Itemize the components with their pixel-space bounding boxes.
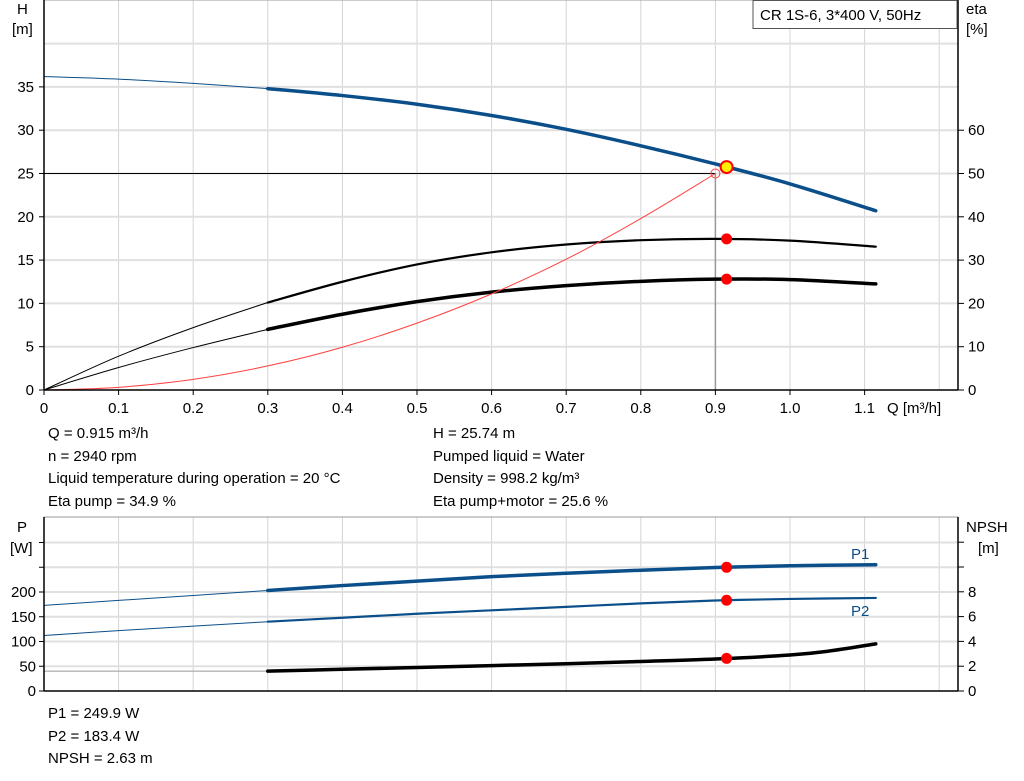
axes: 0 0.1 0.2 0.3 0.4 0.5 0.6 0.7 0.8 0.9 1.0 1.1 0 5 10 15…	[11, 0, 985, 700]
p-tick-label: 100	[11, 634, 36, 651]
q-tick-label: 0.1	[108, 400, 129, 417]
q-tick-label: 0.5	[407, 400, 428, 417]
info-left: Q = 0.915 m³/h n = 2940 rpm Liquid tempe…	[48, 423, 340, 513]
h-tick-label: 5	[26, 339, 34, 356]
info-head: H = 25.74 m	[433, 425, 516, 442]
h-tick-label: 25	[17, 166, 34, 183]
p1-curve-extension	[43, 590, 268, 606]
info-flow: Q = 0.915 m³/h	[48, 425, 149, 442]
npsh-axis-label: NPSH	[966, 519, 1008, 536]
p2-curve-extension	[43, 621, 268, 637]
legend-text: CR 1S-6, 3*400 V, 50Hz	[760, 7, 921, 24]
info-liquid: Pumped liquid = Water	[433, 447, 585, 465]
p1-curve	[266, 563, 878, 593]
npsh-curve	[266, 642, 878, 673]
h-curve	[266, 86, 878, 213]
npsh-tick-label: 4	[968, 633, 976, 650]
system-curve-curve	[43, 173, 716, 391]
q-axis-label: Q [m³/h]	[887, 400, 941, 417]
h-tick-label: 20	[17, 209, 34, 226]
q-tick-label: 0.6	[481, 400, 502, 417]
npsh-tick-label: 2	[968, 658, 976, 675]
h-tick-label: 10	[17, 295, 34, 312]
q-tick-label: 0.3	[257, 400, 278, 417]
h-tick-label: 0	[26, 382, 34, 399]
info-eta-pump-motor: Eta pump+motor = 25.6 %	[433, 492, 609, 510]
eta-tick-label: 30	[968, 252, 985, 269]
eta-pump-marker	[721, 233, 733, 245]
eta-tick-label: 0	[968, 382, 976, 399]
eta-pump-motor-curve-extension	[43, 328, 268, 391]
p1-curve-label: P1	[851, 546, 869, 563]
p2-marker	[721, 594, 733, 606]
p1-marker	[721, 561, 733, 573]
requested-point-marker	[710, 168, 721, 179]
npsh-marker	[721, 652, 733, 664]
eta-tick-label: 20	[968, 295, 985, 312]
h-axis-unit: [m]	[12, 21, 33, 38]
q-tick-label: 0.7	[556, 400, 577, 417]
h-tick-label: 30	[17, 122, 34, 139]
info-density: Density = 998.2 kg/m³	[433, 470, 580, 487]
npsh-tick-label: 8	[968, 584, 976, 601]
p2-curve-label: P2	[851, 603, 869, 620]
info-p1: P1 = 249.9 W	[48, 705, 140, 722]
legend-box: CR 1S-6, 3*400 V, 50Hz	[752, 0, 958, 29]
info-speed: n = 2940 rpm	[48, 447, 137, 465]
eta-pump-curve-extension	[43, 302, 268, 391]
npsh-tick-label: 0	[968, 683, 976, 700]
q-tick-label: 0	[40, 400, 48, 417]
p-axis-label: P	[17, 519, 27, 536]
eta-tick-label: 60	[968, 122, 985, 139]
npsh-tick-label: 6	[968, 609, 976, 626]
p2-curve	[266, 596, 877, 623]
duty-point-marker	[719, 160, 734, 175]
h-tick-label: 35	[17, 79, 34, 96]
q-tick-label: 0.4	[332, 400, 353, 417]
q-tick-label: 1.0	[780, 400, 801, 417]
info-p2: P2 = 183.4 W	[48, 727, 140, 745]
eta-axis-unit: [%]	[966, 21, 988, 38]
p-tick-label: 200	[11, 584, 36, 601]
info-eta-pump: Eta pump = 34.9 %	[48, 492, 176, 510]
info-npsh: NPSH = 2.63 m	[48, 750, 153, 767]
q-tick-label: 1.1	[854, 400, 875, 417]
eta-tick-label: 10	[968, 339, 985, 356]
eta-axis-label: eta	[966, 1, 988, 18]
info-bottom: P1 = 249.9 W P2 = 183.4 W NPSH = 2.63 m	[48, 703, 153, 771]
eta-pump-curve	[266, 237, 877, 304]
h-tick-label: 15	[17, 252, 34, 269]
info-temperature: Liquid temperature during operation = 20…	[48, 470, 341, 487]
npsh-axis-unit: [m]	[978, 540, 999, 557]
p-axis-unit: [W]	[10, 540, 33, 557]
eta-tick-label: 50	[968, 166, 985, 183]
h-axis-label: H	[17, 1, 28, 18]
q-tick-label: 0.8	[630, 400, 651, 417]
q-tick-label: 0.9	[705, 400, 726, 417]
curves	[43, 76, 878, 673]
p-tick-label: 0	[28, 683, 36, 700]
eta-tick-label: 40	[968, 209, 985, 226]
eta-pump-motor-curve	[266, 277, 878, 332]
eta-pump-motor-marker	[721, 273, 733, 285]
p-tick-label: 150	[11, 609, 36, 626]
q-tick-label: 0.2	[183, 400, 204, 417]
info-right: H = 25.74 m Pumped liquid = Water Densit…	[433, 423, 608, 513]
h-curve-extension	[43, 76, 268, 90]
p-tick-label: 50	[19, 658, 36, 675]
